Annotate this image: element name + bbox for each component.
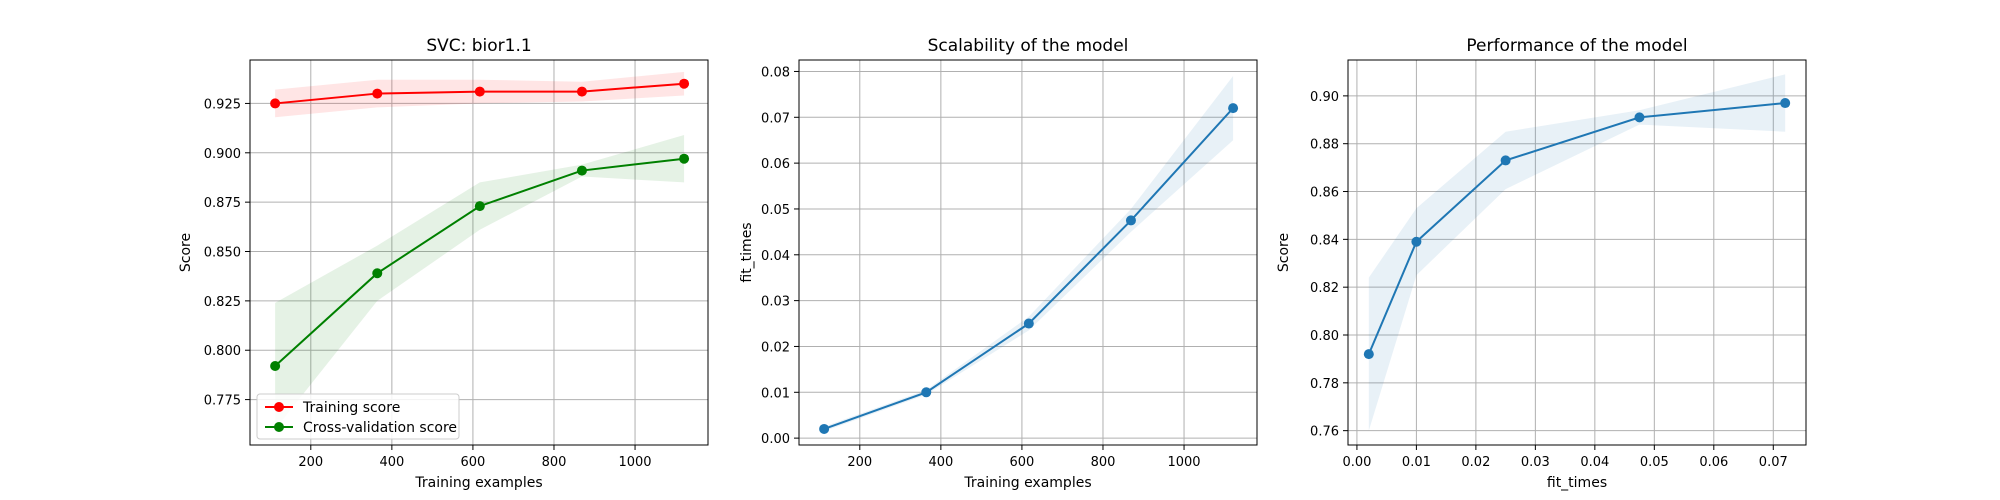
chart-title: SVC: bior1.1: [426, 36, 531, 56]
legend-entry: Training score: [265, 400, 400, 416]
y-tick-label: 0.06: [761, 157, 790, 172]
data-point: [1125, 215, 1136, 226]
x-tick-label: 1000: [1167, 455, 1200, 470]
x-tick-label: 400: [928, 455, 953, 470]
x-tick-label: 800: [1091, 455, 1116, 470]
legend-label: Training score: [302, 400, 400, 416]
data-point: [576, 86, 587, 97]
y-tick-label: 0.850: [204, 246, 241, 261]
chart-title: Performance of the model: [1466, 36, 1687, 56]
x-tick-label: 0.03: [1521, 455, 1550, 470]
data-point: [1500, 155, 1511, 166]
y-tick-label: 0.875: [204, 196, 241, 211]
x-tick-label: 1000: [618, 455, 651, 470]
legend-marker: [274, 422, 284, 432]
x-tick-label: 600: [1010, 455, 1035, 470]
y-tick-label: 0.76: [1310, 425, 1339, 440]
series-0: [270, 71, 690, 118]
plot-frame: [249, 59, 709, 446]
data-point: [1228, 103, 1239, 114]
x-tick-label: 0.04: [1580, 455, 1609, 470]
x-axis-label: Training examples: [963, 475, 1091, 491]
y-tick-label: 0.86: [1310, 186, 1339, 201]
chart-panel-learning-curve: SVC: bior1.1 Training examples Score 200…: [178, 36, 709, 491]
y-tick-label: 0.07: [761, 111, 790, 126]
grid: [799, 60, 1257, 445]
data-point: [372, 88, 383, 99]
y-tick-label: 0.78: [1310, 377, 1339, 392]
y-tick-label: 0.80: [1310, 329, 1339, 344]
chart-panel-performance: Performance of the model fit_times Score…: [1276, 36, 1807, 491]
data-point: [372, 268, 383, 279]
y-tick-label: 0.90: [1310, 90, 1339, 105]
data-point: [1634, 112, 1645, 123]
x-tick-label: 200: [847, 455, 872, 470]
y-tick-label: 0.01: [761, 386, 790, 401]
x-tick-label: 0.02: [1461, 455, 1490, 470]
data-point: [1363, 349, 1374, 360]
x-tick-label: 400: [379, 455, 404, 470]
chart-panel-scalability: Scalability of the model Training exampl…: [739, 36, 1258, 491]
data-point: [270, 361, 281, 372]
confidence-band: [1368, 74, 1786, 431]
plot-frame: [1347, 59, 1807, 446]
data-point: [474, 201, 485, 212]
x-axis-label: Training examples: [414, 475, 542, 491]
y-tick-label: 0.88: [1310, 138, 1339, 153]
data-point: [1023, 318, 1034, 329]
y-axis-label: fit_times: [739, 222, 755, 282]
y-tick-label: 0.03: [761, 295, 790, 310]
legend: Training score Cross-validation score: [256, 393, 460, 440]
y-tick-label: 0.02: [761, 340, 790, 355]
data-point: [576, 165, 587, 176]
y-tick-label: 0.05: [761, 203, 790, 218]
grid: [1348, 60, 1806, 445]
data-point: [270, 98, 281, 109]
data-point: [1411, 236, 1422, 247]
confidence-band: [275, 135, 685, 430]
plot-frame: [798, 59, 1258, 446]
x-axis-label: fit_times: [1547, 475, 1607, 491]
y-tick-label: 0.04: [761, 249, 790, 264]
y-tick-label: 0.82: [1310, 281, 1339, 296]
x-tick-label: 800: [542, 455, 567, 470]
data-point: [679, 78, 690, 89]
series-0: [819, 76, 1239, 434]
data-point: [921, 387, 932, 398]
grid: [250, 60, 708, 445]
y-tick-label: 0.08: [761, 65, 790, 80]
y-tick-label: 0.925: [204, 97, 241, 112]
series-1: [270, 135, 690, 430]
legend-box: [256, 393, 460, 440]
data-point: [679, 153, 690, 164]
legend-label: Cross-validation score: [303, 420, 457, 436]
series-0: [1363, 74, 1791, 431]
y-axis-label: Score: [1276, 233, 1292, 272]
data-point: [1780, 98, 1791, 109]
y-tick-label: 0.775: [204, 394, 241, 409]
legend-entry: Cross-validation score: [265, 420, 457, 436]
x-tick-label: 0.05: [1640, 455, 1669, 470]
y-axis-label: Score: [178, 233, 194, 272]
chart-title: Scalability of the model: [928, 36, 1129, 56]
x-tick-label: 0.00: [1342, 455, 1371, 470]
data-point: [819, 423, 830, 434]
y-tick-label: 0.825: [204, 295, 241, 310]
x-tick-label: 0.07: [1759, 455, 1788, 470]
confidence-band: [824, 76, 1234, 432]
x-tick-label: 0.06: [1699, 455, 1728, 470]
y-tick-label: 0.800: [204, 344, 241, 359]
legend-marker: [274, 402, 284, 412]
x-tick-label: 0.01: [1402, 455, 1431, 470]
y-tick-label: 0.84: [1310, 233, 1339, 248]
x-tick-label: 200: [298, 455, 323, 470]
y-tick-label: 0.900: [204, 147, 241, 162]
x-tick-label: 600: [461, 455, 486, 470]
data-point: [474, 86, 485, 97]
y-tick-label: 0.00: [761, 432, 790, 447]
